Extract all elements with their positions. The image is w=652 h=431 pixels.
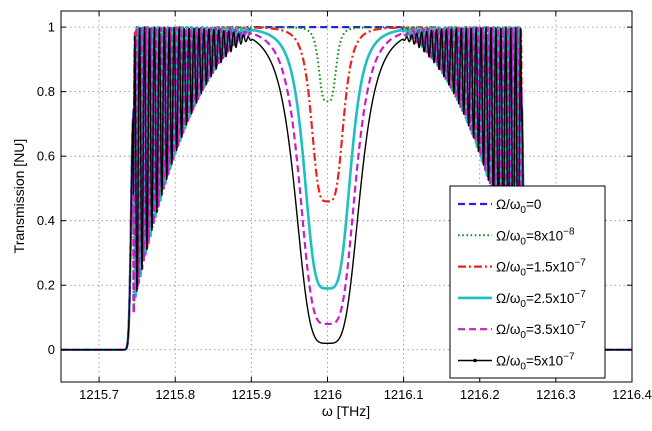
legend: Ω/ω0=0 Ω/ω0=8x10−8 Ω/ω0=1.5x10−7 Ω/ω0=2.5x1… [449,185,606,379]
legend-label: Ω/ω0=5x10−7 [496,352,575,373]
x-tick-label: 1216.4 [612,387,652,402]
legend-marker [473,358,477,363]
x-tick-label: 1216 [313,387,342,402]
legend-label: Ω/ω0=2.5x10−7 [496,289,586,310]
legend-box [449,185,606,379]
legend-label: Ω/ω0=0 [496,197,541,216]
y-tick-label: 0.6 [37,149,55,164]
legend-label: Ω/ω0=8x10−8 [496,226,575,247]
legend-label: Ω/ω0=3.5x10−7 [496,320,586,341]
x-tick-label: 1215.7 [79,387,119,402]
x-axis-label: ω [THz] [322,403,370,419]
series-lines [61,25,632,352]
y-tick-label: 0.8 [37,84,55,99]
y-tick-label: 1 [48,20,55,35]
x-tick-label: 1215.8 [155,387,195,402]
y-tick-label: 0.2 [37,278,55,293]
plot-frame [60,10,633,383]
y-tick-label: 0 [48,342,55,357]
x-tick-label: 1216.1 [384,387,424,402]
x-tick-label: 1216.3 [536,387,576,402]
x-tick-label: 1216.2 [460,387,500,402]
x-tick-label: 1215.9 [231,387,271,402]
axis-ticks: 1215.7 1215.8 1215.9 1216 1216.1 1216.2 1216.3… [37,11,652,402]
series-line [61,26,632,351]
y-axis-label: Transmission [NU] [11,139,27,254]
y-tick-label: 0.4 [37,213,55,228]
legend-label: Ω/ω0=1.5x10−7 [496,258,586,279]
